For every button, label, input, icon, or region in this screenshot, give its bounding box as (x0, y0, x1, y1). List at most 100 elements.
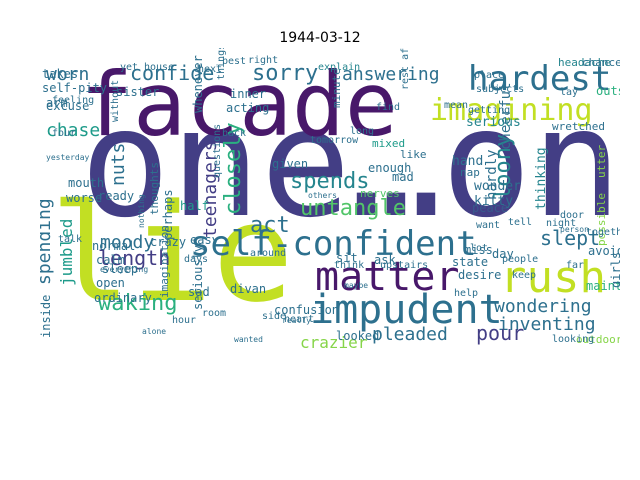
cloud-word: perhaps (161, 189, 175, 240)
cloud-word: loony (491, 134, 516, 200)
cloud-word: easy (190, 233, 219, 247)
cloud-word: sad (188, 285, 210, 299)
cloud-word: waking (98, 291, 177, 316)
cloud-word: night (546, 218, 576, 229)
cloud-word: cheerful (498, 83, 514, 150)
cloud-word: crazier (300, 333, 368, 352)
cloud-word: girls (609, 252, 620, 288)
cloud-word: upstairs (380, 260, 428, 271)
cloud-word: calm (96, 253, 125, 267)
cloud-word: wondering (494, 296, 592, 317)
cloud-word: sit (336, 251, 358, 265)
cloud-word: closely (221, 122, 246, 215)
cloud-word: rest afternoon (400, 48, 411, 90)
cloud-word: chase (46, 120, 100, 141)
cloud-word: headache (558, 56, 611, 69)
cloud-word: getting (468, 105, 510, 116)
cloud-word: together (586, 227, 620, 238)
cloud-word: peace (472, 201, 508, 215)
cloud-word: answering (342, 64, 440, 85)
cloud-word: normal (92, 239, 135, 253)
cloud-word: mad (392, 170, 414, 184)
cloud-word: questions (212, 124, 223, 178)
cloud-word: avoid (588, 244, 620, 258)
cloud-word: lie (50, 175, 294, 332)
cloud-word: best (222, 56, 246, 67)
cloud-word: others (308, 191, 337, 200)
cloud-word: looked (336, 329, 379, 343)
cloud-word: untangle (300, 196, 406, 221)
cloud-word: moody (100, 232, 154, 253)
cloud-word: sister (116, 85, 159, 99)
cloud-word: jumbled (57, 219, 76, 286)
cloud-word: nuts (108, 143, 129, 186)
cloud-word: enough (368, 161, 411, 175)
cloud-word: rush (500, 252, 606, 303)
cloud-word: room (202, 308, 226, 319)
cloud-word: help (454, 288, 478, 299)
cloud-word: divan (230, 282, 266, 296)
cloud-word: things (216, 48, 227, 80)
cloud-word: matter (315, 254, 460, 300)
cloud-word: state (452, 255, 488, 269)
cloud-word: worn (46, 64, 89, 85)
cloud-word: crazy (150, 235, 186, 249)
cloud-word: imagining (430, 93, 593, 128)
cloud-word: ready (98, 189, 134, 203)
cloud-word: mouth (68, 176, 104, 190)
cloud-word: half (180, 199, 209, 213)
cloud-word: alone (142, 327, 166, 336)
cloud-word: whenever (191, 55, 205, 113)
cloud-word: inventing (498, 314, 596, 335)
cloud-word: without (110, 80, 121, 122)
cloud-word: maintain (586, 279, 620, 293)
cloud-word: facade (80, 53, 398, 156)
cloud-word: hardest (468, 59, 611, 99)
cloud-word: pour (476, 321, 524, 345)
cloud-word: wretched (552, 120, 605, 133)
cloud-word: day (492, 247, 514, 261)
cloud-word: people (502, 254, 538, 265)
cloud-word: nothing (137, 194, 146, 228)
cloud-word: back (222, 128, 246, 139)
cloud-word: yet (120, 62, 138, 73)
cloud-word: house (144, 62, 174, 73)
cloud-word: inside (40, 295, 53, 338)
cloud-word: imagination (158, 225, 171, 298)
cloud-word: minute (330, 68, 343, 108)
cloud-word: tomorrow (310, 135, 359, 146)
cloud-word: feeling (52, 95, 94, 106)
cloud-word: ordinary (94, 291, 152, 305)
cloud-word: really (282, 316, 311, 325)
cloud-word: excuse (46, 99, 89, 113)
cloud-word: self-pity (42, 81, 107, 95)
cloud-word: yesterday (46, 153, 90, 162)
cloud-word: nap (460, 166, 480, 179)
cloud-word: teenagers (200, 140, 221, 238)
cloud-word: four (52, 128, 76, 139)
cloud-word: spending (40, 198, 55, 285)
cloud-word: possible (595, 193, 608, 246)
cloud-word: outdoors (576, 333, 620, 346)
cloud-word: self-confident (190, 224, 477, 264)
cloud-word: like (400, 148, 427, 161)
cloud-word: maybe (344, 281, 368, 290)
cloud-word: confusion (274, 303, 339, 317)
cloud-word: one…on (80, 77, 620, 251)
cloud-word: wonder (474, 179, 521, 194)
cloud-word: around (250, 248, 286, 259)
cloud-word: lot (470, 243, 488, 254)
cloud-word: given (272, 157, 308, 171)
cloud-word: desire (458, 268, 501, 282)
cloud-word: door (560, 210, 584, 221)
cloud-word: place (474, 70, 504, 81)
cloud-word: takes (42, 67, 78, 81)
cloud-word: inner (230, 87, 266, 101)
cloud-word: wanted (234, 335, 263, 344)
cloud-word: side (262, 311, 286, 322)
cloud-word: ask (374, 253, 396, 267)
cloud-word: next (198, 64, 222, 75)
cloud-word: hand (452, 154, 483, 169)
cloud-word: hardly (484, 149, 500, 200)
